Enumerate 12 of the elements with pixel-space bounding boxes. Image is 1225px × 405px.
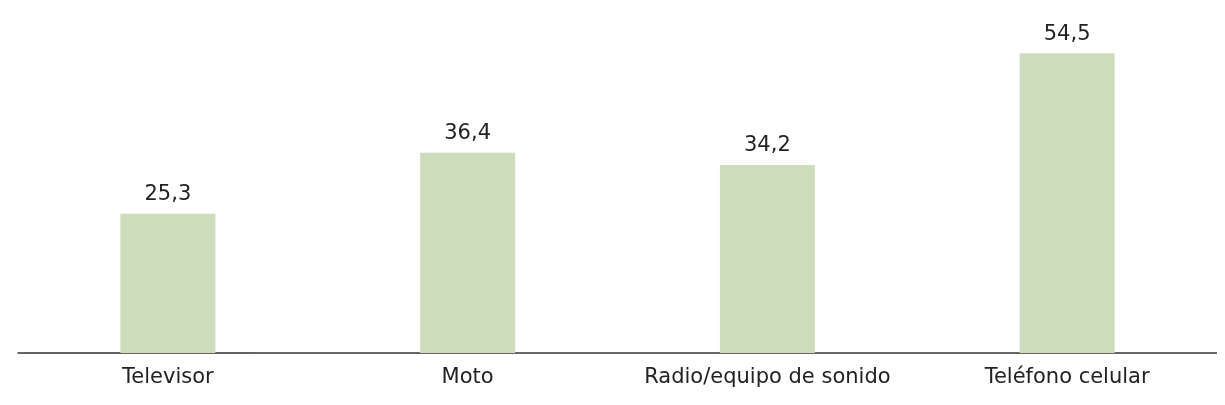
bar <box>120 213 216 353</box>
bar <box>1019 53 1115 353</box>
data-label: 34,2 <box>743 132 791 157</box>
x-tick-label: Teléfono celular <box>983 363 1150 388</box>
data-label: 54,5 <box>1043 20 1091 45</box>
bar <box>420 152 516 353</box>
x-tick-label: Moto <box>441 363 494 388</box>
data-label: 36,4 <box>444 120 492 145</box>
x-tick-label: Radio/equipo de sonido <box>644 363 891 388</box>
data-label: 25,3 <box>144 181 192 206</box>
bar <box>719 164 815 353</box>
x-tick-label: Televisor <box>121 363 215 388</box>
